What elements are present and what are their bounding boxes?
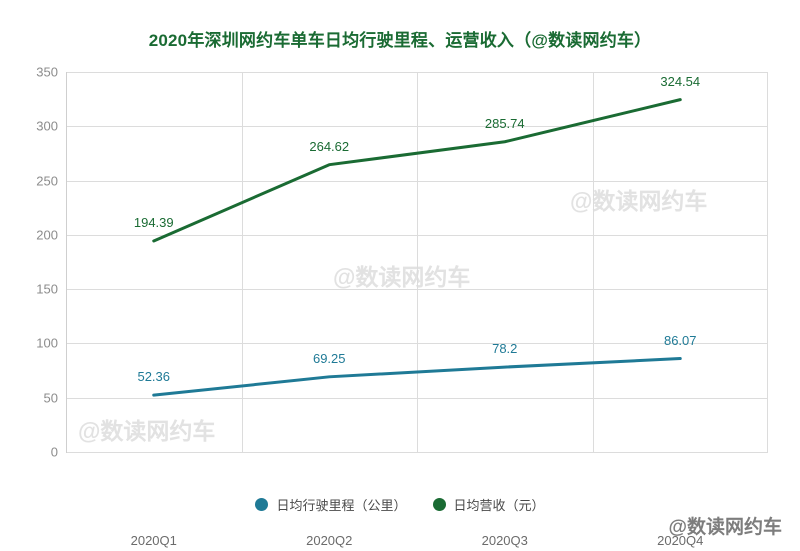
- legend-item[interactable]: 日均营收（元）: [432, 495, 545, 514]
- watermark-corner: @数读网约车: [668, 517, 782, 538]
- legend-item[interactable]: 日均行驶里程（公里）: [255, 495, 407, 514]
- legend-item-label: 日均行驶里程（公里）: [276, 498, 407, 513]
- data-point-label: 285.74: [484, 115, 525, 131]
- x-axis-tick-label: 2020Q3: [481, 533, 528, 548]
- y-axis-line: [66, 72, 67, 453]
- x-axis-tick-label: 2020Q1: [130, 533, 177, 548]
- y-axis-tick-label: 150: [36, 281, 58, 297]
- y-axis-tick-label: 200: [36, 227, 58, 243]
- plot-area: 52.36 69.25 78.2 86.07 194.39 264.62 285.74 324…: [66, 72, 768, 548]
- data-point-label: 264.62: [309, 138, 350, 154]
- series-lines: [152, 98, 682, 397]
- gridline-vertical: [592, 72, 594, 452]
- y-axis-tick-label: 250: [36, 173, 58, 189]
- gridline-vertical: [417, 72, 418, 452]
- data-point-label: 86.07: [663, 332, 697, 348]
- y-axis-tick-label: 350: [36, 64, 58, 80]
- chart-title: 2020年深圳网约车单车日均行驶里程、运营收入（@数读网约车）: [148, 31, 652, 50]
- chart-legend: 日均行驶里程（公里） 日均营收（元）: [0, 495, 800, 514]
- data-point-label: 324.54: [660, 73, 701, 89]
- legend-marker-circle-icon: [255, 498, 269, 511]
- x-axis-tick-label: 2020Q4: [657, 533, 704, 548]
- legend-marker-circle-icon: [432, 498, 446, 511]
- y-axis-tick-label: 100: [36, 335, 58, 351]
- data-point-label: 52.36: [137, 369, 171, 385]
- data-point-label: 194.39: [133, 214, 174, 230]
- gridline-horizontal: [66, 452, 768, 453]
- y-axis-tick-label: 50: [43, 390, 58, 406]
- legend-item-label: 日均营收（元）: [453, 498, 545, 513]
- series-line: [152, 98, 682, 243]
- gridline-vertical: [767, 72, 768, 452]
- gridline-vertical: [241, 72, 243, 452]
- data-point-label: 78.2: [492, 341, 518, 357]
- series-line: [152, 357, 682, 397]
- data-point-label: 69.25: [312, 350, 346, 366]
- y-axis-tick-label: 300: [36, 118, 58, 134]
- y-axis-tick-label: 0: [50, 444, 58, 460]
- x-axis-tick-label: 2020Q2: [306, 533, 353, 548]
